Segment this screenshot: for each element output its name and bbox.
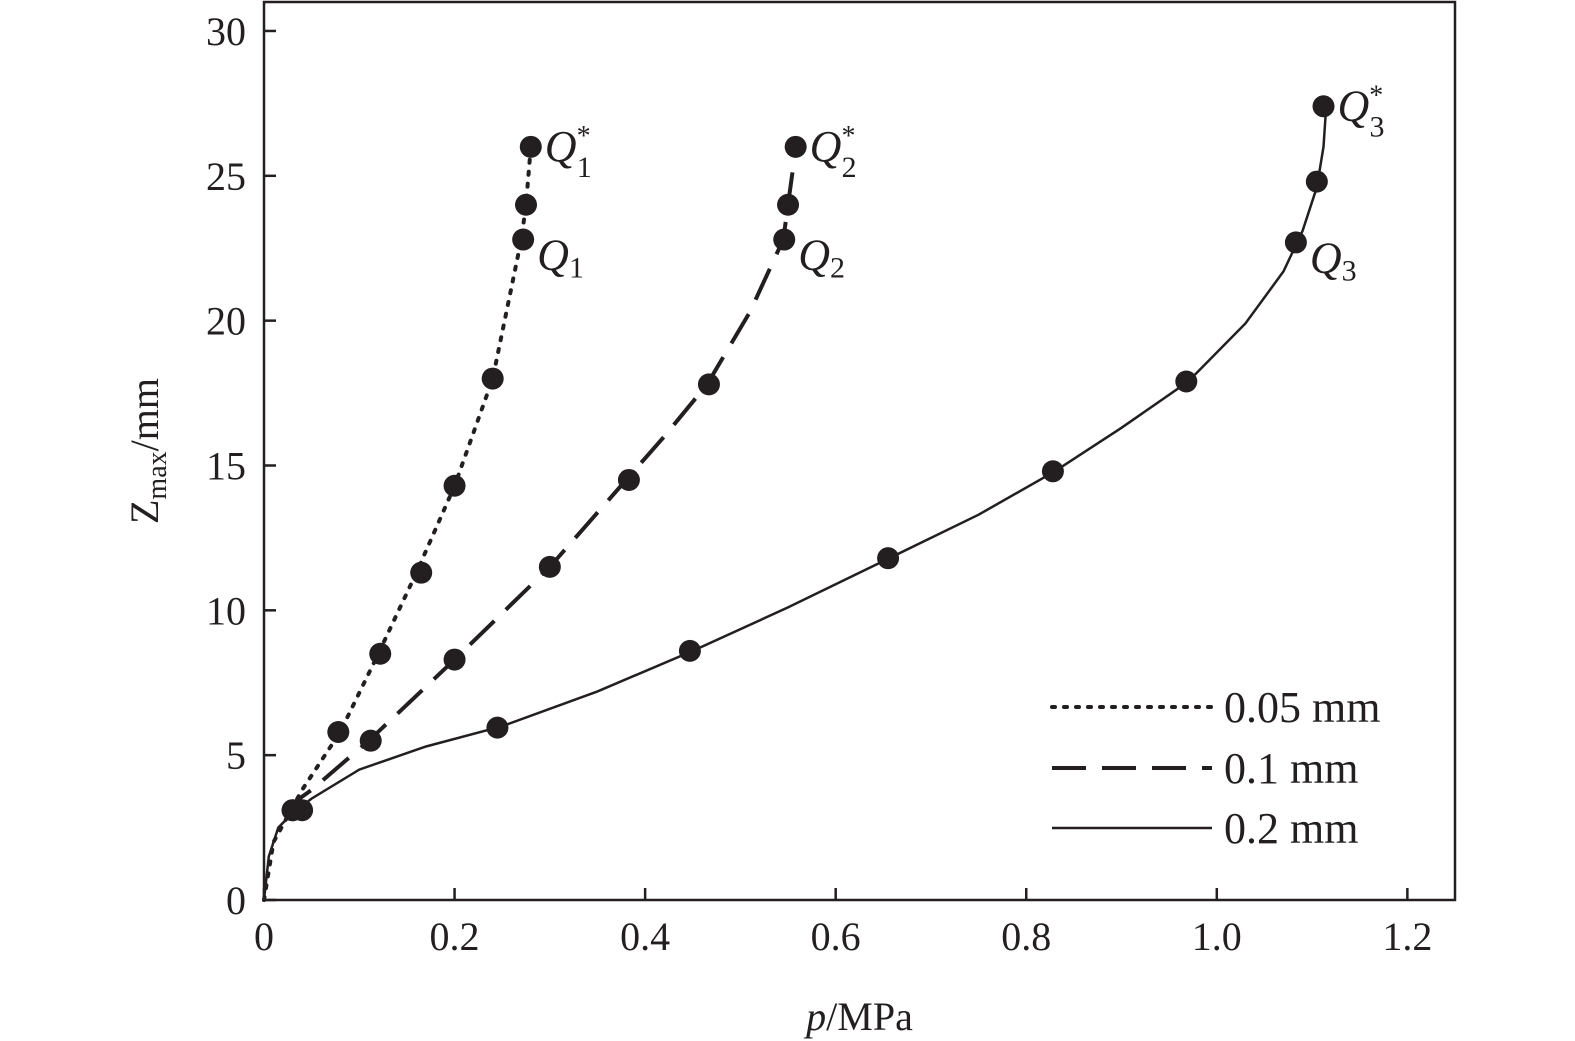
x-tick-label: 0 [254, 914, 274, 959]
y-axis-title: Zmax/mm [122, 378, 173, 524]
series-curves [262, 103, 1328, 902]
y-tick-label: 15 [206, 443, 246, 488]
legend-label-2: 0.1 mm [1224, 744, 1358, 793]
data-point [486, 716, 509, 739]
y-axis-title-unit: /mm [122, 378, 167, 451]
data-point [410, 561, 433, 584]
y-tick-label: 20 [206, 299, 246, 344]
point-label-sup: * [577, 121, 591, 152]
point-label-2: Q1 [537, 231, 584, 285]
y-tick-label: 5 [226, 733, 246, 778]
point-label-letter: Q [1338, 81, 1370, 130]
y-tick-label: 25 [206, 154, 246, 199]
series-line-3 [262, 103, 1328, 901]
x-tick-label: 1.0 [1192, 914, 1242, 959]
point-label-letter: Q [545, 122, 577, 171]
data-point [1175, 370, 1198, 393]
data-point [678, 639, 701, 662]
point-label-6: Q3 [1310, 233, 1357, 287]
legend-label-3: 0.2 mm [1224, 804, 1358, 853]
data-point [617, 468, 640, 491]
data-point [512, 228, 535, 251]
x-axis-title-unit: /MPa [826, 994, 913, 1039]
point-label-letter: Q [810, 122, 842, 171]
legend-label-1: 0.05 mm [1224, 683, 1380, 732]
point-label-sub: 2 [830, 252, 845, 285]
data-point [515, 193, 538, 216]
data-point [773, 228, 796, 251]
point-label-sub: 1 [577, 151, 592, 184]
x-axis-title-var: p [803, 994, 826, 1039]
point-label-sub: 2 [842, 151, 857, 184]
y-tick-label: 30 [206, 9, 246, 54]
point-label-letter: Q [798, 231, 830, 280]
data-point [877, 547, 900, 570]
point-label-3: Q* 2 [810, 121, 857, 184]
y-axis-title-sub: max [142, 451, 173, 499]
data-point [359, 729, 382, 752]
y-axis-title-var: Z [122, 500, 167, 524]
data-point [519, 135, 542, 158]
point-label-sub: 3 [1370, 110, 1385, 143]
legend: 0.05 mm 0.1 mm 0.2 mm [1050, 683, 1380, 853]
point-label-letter: Q [1310, 233, 1342, 282]
data-point [443, 474, 466, 497]
x-tick-label: 0.4 [620, 914, 670, 959]
series-points [281, 95, 1335, 822]
series-line-1 [262, 144, 533, 902]
point-label-sup: * [841, 121, 855, 152]
data-point [777, 193, 800, 216]
axis-ticks: 0 0.2 0.4 0.6 0.8 1.0 1.2 0 5 10 15 20 25 30 [206, 9, 1432, 959]
data-point [281, 799, 304, 822]
point-label-sup: * [1369, 80, 1383, 111]
point-label-1: Q* 1 [545, 121, 592, 184]
data-point [1284, 231, 1307, 254]
data-point [538, 555, 561, 578]
data-point [1305, 170, 1328, 193]
data-point [481, 367, 504, 390]
data-point [443, 648, 466, 671]
data-point [697, 373, 720, 396]
point-label-sub: 1 [569, 252, 584, 285]
data-point [784, 135, 807, 158]
point-label-sub: 3 [1342, 254, 1357, 287]
x-tick-label: 0.2 [430, 914, 480, 959]
x-axis-title: p/MPa [803, 994, 913, 1039]
data-point [1041, 460, 1064, 483]
plot-frame [262, 0, 1457, 902]
y-tick-label: 0 [226, 878, 246, 923]
data-point [369, 642, 392, 665]
point-label-4: Q2 [798, 231, 845, 285]
x-tick-label: 0.6 [811, 914, 861, 959]
x-tick-label: 1.2 [1382, 914, 1432, 959]
point-label-letter: Q [537, 231, 569, 280]
x-tick-label: 0.8 [1001, 914, 1051, 959]
data-point [327, 720, 350, 743]
y-tick-label: 10 [206, 588, 246, 633]
data-point [1312, 95, 1335, 118]
point-label-5: Q* 3 [1338, 80, 1385, 143]
